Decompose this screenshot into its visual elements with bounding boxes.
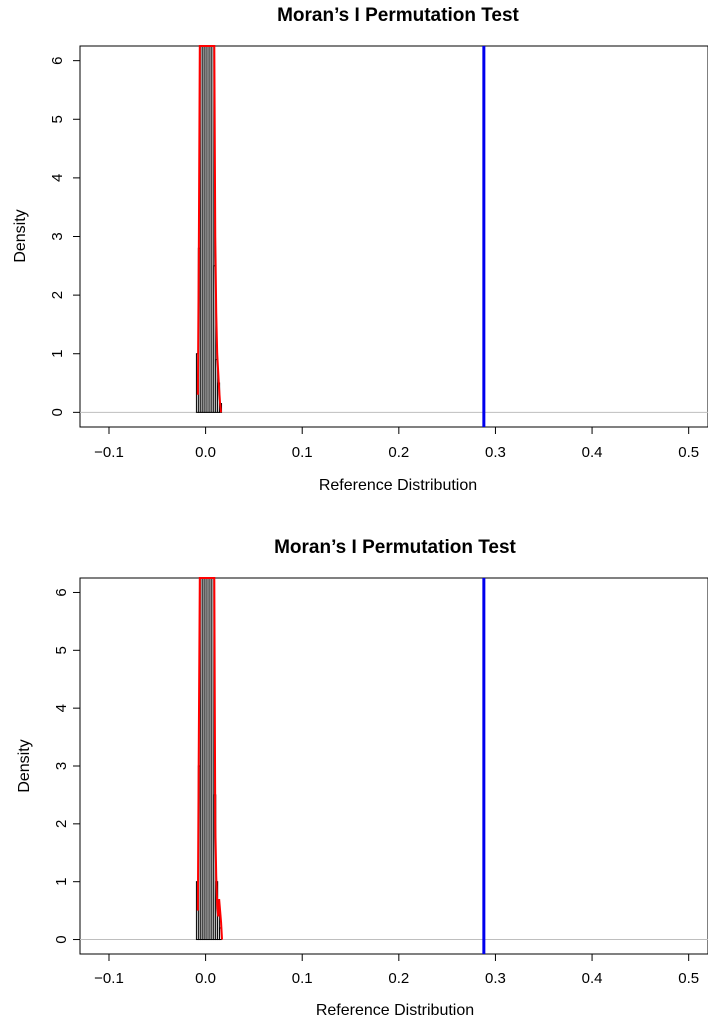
y-axis-1: 0 1 2 3 4 5 6 bbox=[49, 56, 80, 417]
plot-frame-1 bbox=[79, 45, 708, 428]
x-axis-1: −0.1 0.0 0.1 0.2 0.3 0.4 0.5 bbox=[94, 427, 699, 461]
y-tick-label: 2 bbox=[49, 291, 66, 299]
y-tick-label: 3 bbox=[53, 762, 70, 770]
chart-panel-1: Moran’s I Permutation Test −0.1 0.0 0.1 0.2… bbox=[12, 5, 708, 494]
x-tick-label: −0.1 bbox=[94, 970, 124, 987]
chart-title-1: Moran’s I Permutation Test bbox=[277, 5, 519, 26]
x-tick-label: 0.5 bbox=[678, 444, 699, 461]
x-tick-label: 0.0 bbox=[195, 444, 216, 461]
y-tick-label: 6 bbox=[49, 56, 66, 64]
x-axis-label-2: Reference Distribution bbox=[316, 1002, 474, 1019]
x-tick-label: 0.0 bbox=[195, 970, 216, 987]
y-axis-label-2: Density bbox=[16, 739, 33, 792]
y-tick-label: 5 bbox=[53, 646, 70, 654]
x-tick-label: 0.4 bbox=[582, 970, 603, 987]
y-tick-label: 5 bbox=[49, 115, 66, 123]
x-axis-2: −0.1 0.0 0.1 0.2 0.3 0.4 0.5 bbox=[94, 954, 699, 987]
y-tick-label: 2 bbox=[53, 820, 70, 828]
chart-title-2: Moran’s I Permutation Test bbox=[274, 537, 516, 558]
x-tick-label: 0.1 bbox=[292, 444, 313, 461]
y-tick-label: 3 bbox=[49, 232, 66, 240]
plot-frame-2 bbox=[79, 577, 708, 955]
y-tick-label: 4 bbox=[49, 174, 66, 182]
y-axis-2: 0 1 2 3 4 5 6 bbox=[53, 588, 80, 944]
chart-panel-2: Moran’s I Permutation Test −0.1 0.0 0.1 0.2… bbox=[16, 537, 708, 1019]
x-tick-label: 0.1 bbox=[292, 970, 313, 987]
x-tick-label: 0.5 bbox=[678, 970, 699, 987]
x-tick-label: 0.3 bbox=[485, 444, 506, 461]
y-tick-label: 4 bbox=[53, 704, 70, 712]
x-tick-label: 0.4 bbox=[582, 444, 603, 461]
y-axis-label-1: Density bbox=[12, 209, 29, 262]
x-tick-label: −0.1 bbox=[94, 444, 124, 461]
density-curve-1 bbox=[196, 45, 223, 413]
x-tick-label: 0.2 bbox=[388, 444, 409, 461]
y-tick-label: 6 bbox=[53, 588, 70, 596]
y-tick-label: 0 bbox=[53, 935, 70, 943]
y-tick-label: 1 bbox=[49, 350, 66, 358]
x-tick-label: 0.2 bbox=[388, 970, 409, 987]
y-tick-label: 1 bbox=[53, 878, 70, 886]
x-axis-label-1: Reference Distribution bbox=[319, 477, 477, 494]
y-tick-label: 0 bbox=[49, 408, 66, 416]
density-curve-2 bbox=[196, 577, 224, 940]
x-tick-label: 0.3 bbox=[485, 970, 506, 987]
